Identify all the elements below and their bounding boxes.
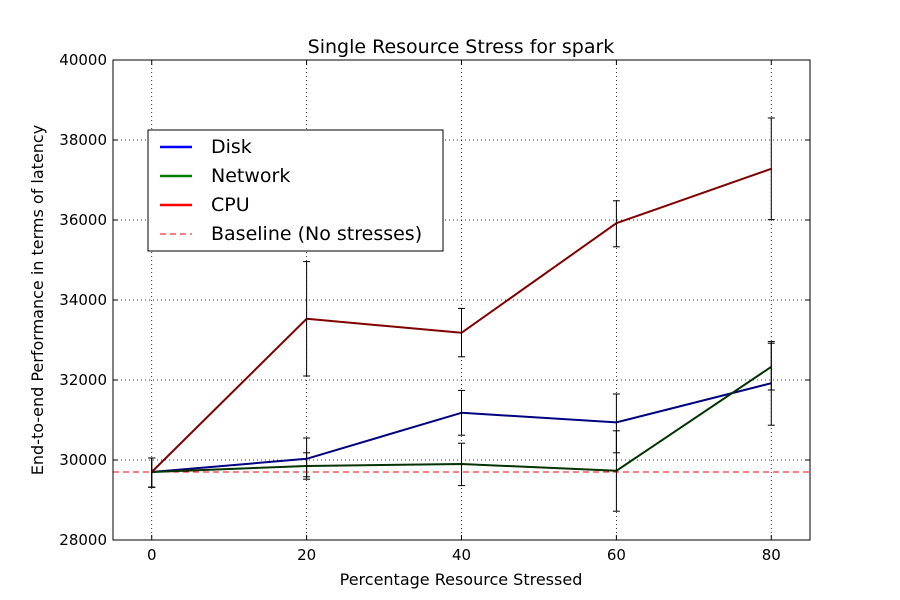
legend-label: CPU bbox=[211, 194, 250, 216]
x-axis-label: Percentage Resource Stressed bbox=[340, 570, 583, 589]
y-tick-label: 38000 bbox=[59, 131, 107, 149]
y-tick-label: 40000 bbox=[59, 51, 107, 69]
y-tick-label: 28000 bbox=[59, 531, 107, 549]
error-bar-network bbox=[612, 430, 620, 512]
y-tick-label: 30000 bbox=[59, 451, 107, 469]
legend-label: Baseline (No stresses) bbox=[211, 223, 422, 245]
legend-label: Disk bbox=[211, 136, 252, 158]
error-bar-cpu bbox=[612, 200, 620, 248]
y-tick-label: 32000 bbox=[59, 371, 107, 389]
error-bar-cpu bbox=[458, 307, 465, 358]
x-tick-label: 20 bbox=[297, 546, 316, 564]
error-bar-cpu bbox=[148, 457, 156, 488]
error-bar-network bbox=[767, 341, 775, 391]
error-bar-cpu bbox=[767, 117, 775, 221]
plot-area bbox=[113, 117, 810, 512]
error-bar-network bbox=[458, 442, 465, 487]
x-tick-label: 60 bbox=[607, 546, 626, 564]
y-tick-label: 36000 bbox=[59, 211, 107, 229]
legend-box bbox=[147, 129, 444, 252]
error-bar-disk bbox=[458, 389, 465, 436]
error-bar-network bbox=[303, 452, 311, 478]
x-tick-label: 80 bbox=[762, 546, 781, 564]
legend-label: Network bbox=[211, 165, 290, 187]
chart-title: Single Resource Stress for spark bbox=[308, 36, 615, 58]
y-tick-label: 34000 bbox=[59, 291, 107, 309]
x-tick-label: 0 bbox=[147, 546, 157, 564]
legend: Disk Network CPU Baseline (No stresses) bbox=[147, 129, 444, 252]
error-bar-cpu bbox=[303, 261, 311, 377]
y-axis-label: End-to-end Performance in terms of laten… bbox=[28, 125, 47, 475]
x-tick-label: 40 bbox=[452, 546, 471, 564]
axis-ticks: 0 20 40 60 80 28000 30000 32000 34000 36000 38000 4… bbox=[59, 51, 810, 564]
